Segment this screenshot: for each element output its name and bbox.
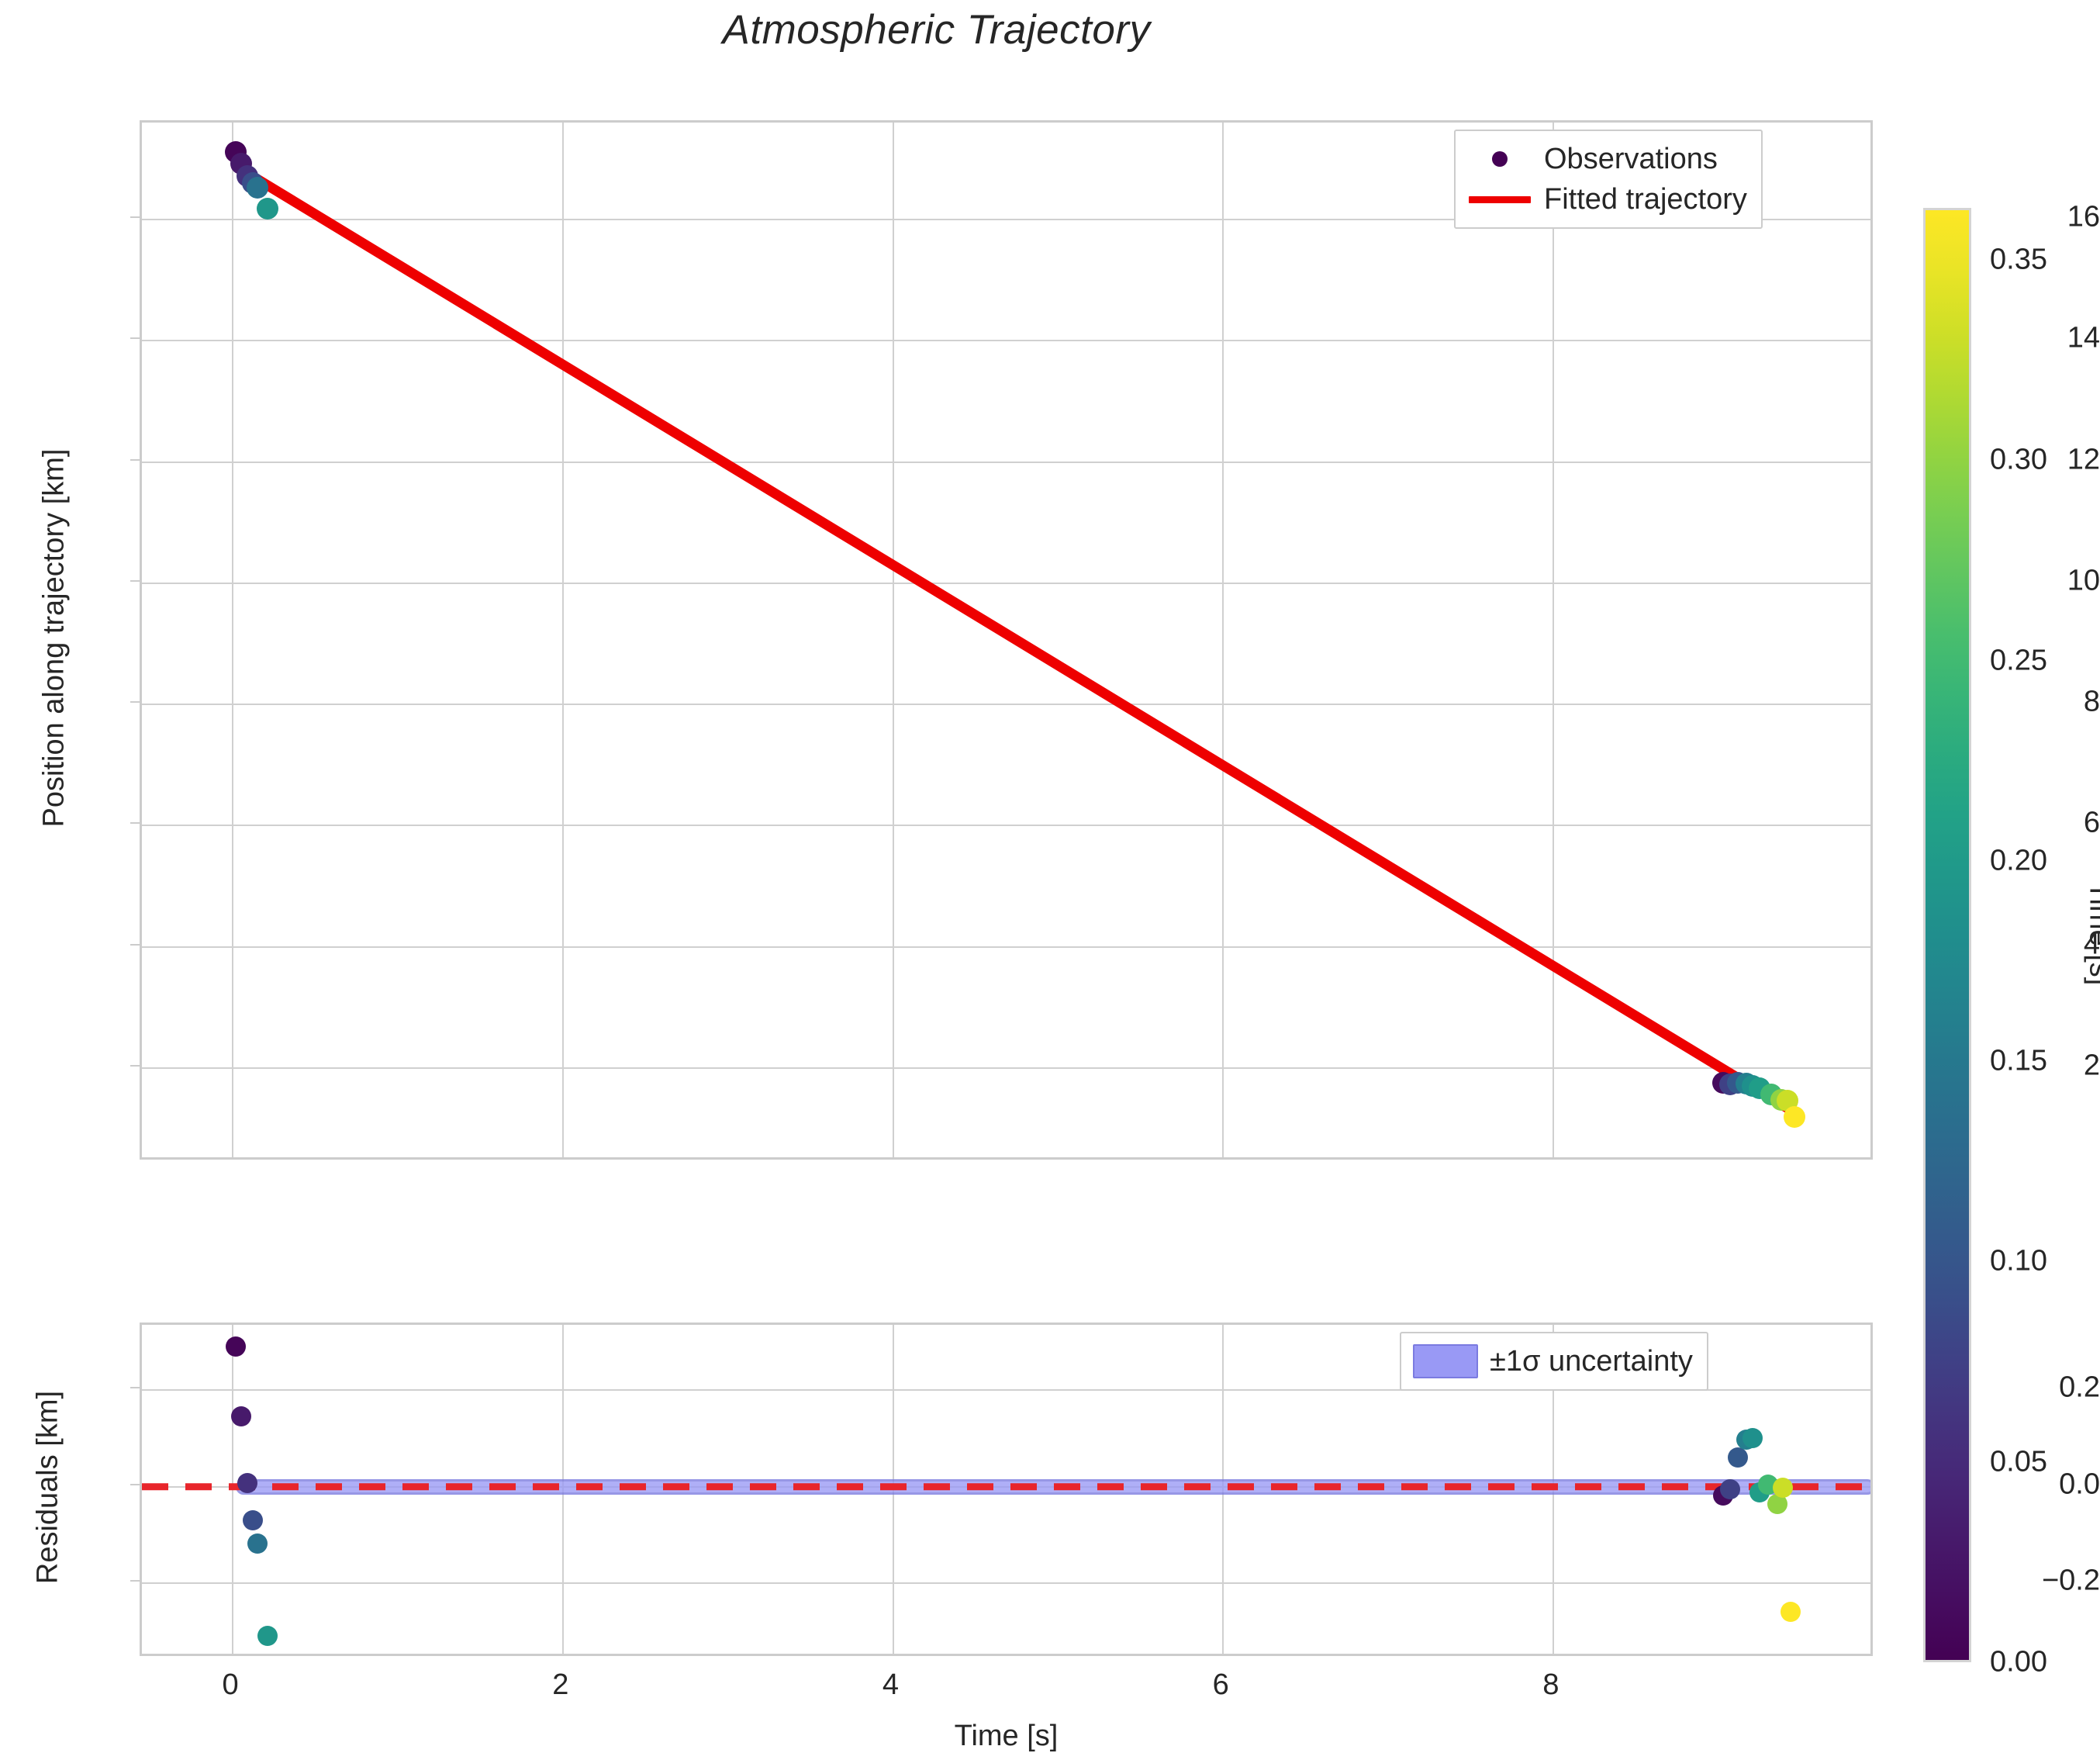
y-tick-mark	[130, 943, 140, 946]
y-tick-label: 10	[2067, 564, 2100, 597]
data-point	[247, 1533, 268, 1554]
y-tick-mark	[130, 822, 140, 825]
data-point	[257, 1625, 278, 1646]
gridline-horizontal	[142, 1389, 1870, 1392]
gridline-vertical	[1222, 123, 1224, 1157]
y-tick-label: 16	[2067, 200, 2100, 233]
gridline-horizontal	[142, 219, 1870, 220]
gridline-horizontal	[142, 582, 1870, 584]
x-tick-label: 0	[222, 1668, 239, 1701]
residuals-y-axis-title: Residuals [km]	[31, 1390, 64, 1585]
x-axis-title: Time [s]	[954, 1720, 1059, 1752]
data-point	[1772, 1478, 1793, 1498]
zero-line-svg	[142, 1483, 1870, 1491]
colorbar-container: 0.00 0.05 0.10 0.15 0.20 0.25 0.30 0.35	[1923, 208, 2047, 1679]
colorbar-tick-label: 0.15	[1990, 1044, 2047, 1077]
y-tick-mark	[130, 337, 140, 340]
colorbar-tick-label: 0.20	[1990, 844, 2047, 877]
y-tick-label: 0.0	[2059, 1468, 2100, 1501]
y-tick-mark	[130, 216, 140, 218]
colorbar-tick-label: 0.10	[1990, 1244, 2047, 1278]
gridline-vertical	[892, 123, 894, 1157]
gridline-vertical	[232, 123, 234, 1157]
y-tick-label: 6	[2083, 806, 2100, 839]
colorbar-gradient	[1923, 208, 1971, 1662]
gridline-horizontal	[142, 946, 1870, 948]
fitted-trajectory-svg	[230, 161, 1800, 1118]
x-tick-label: 6	[1212, 1668, 1229, 1701]
y-tick-label: 14	[2067, 321, 2100, 354]
y-tick-label: −0.2	[2041, 1564, 2100, 1597]
gridline-horizontal	[142, 340, 1870, 342]
colorbar-tick-label: 0.00	[1990, 1645, 2047, 1679]
x-tick-label: 2	[552, 1668, 569, 1701]
y-tick-mark	[130, 1064, 140, 1067]
gridline-horizontal	[142, 704, 1870, 706]
x-tick-label: 4	[882, 1668, 900, 1701]
legend-item-fitted-trajectory: Fitted trajectory	[1466, 179, 1747, 220]
gridline-vertical	[1552, 123, 1554, 1157]
y-tick-mark	[130, 701, 140, 704]
x-tick-label: 8	[1542, 1668, 1559, 1701]
legend-label-fitted-trajectory: Fitted trajectory	[1544, 182, 1747, 216]
colorbar-tick-label: 0.35	[1990, 243, 2047, 276]
colorbar-tick-label: 0.25	[1990, 644, 2047, 677]
main-legend: Observations Fitted trajectory	[1454, 130, 1763, 229]
legend-item-uncertainty: ±1σ uncertainty	[1412, 1341, 1693, 1381]
data-point	[1719, 1478, 1740, 1499]
y-tick-mark	[130, 1387, 140, 1389]
y-tick-label: 8	[2083, 685, 2100, 718]
y-tick-label: 0.2	[2059, 1371, 2100, 1404]
y-tick-mark	[130, 1580, 140, 1582]
gridline-horizontal	[142, 1582, 1870, 1585]
legend-label-uncertainty: ±1σ uncertainty	[1490, 1344, 1693, 1378]
gridline-horizontal	[142, 825, 1870, 827]
colorbar-title: Time [s]	[2083, 881, 2100, 985]
figure-title: Atmospheric Trajectory	[722, 7, 1151, 53]
data-point	[1781, 1601, 1801, 1622]
legend-item-observations: Observations	[1466, 139, 1747, 179]
main-plot-axes	[140, 120, 1873, 1160]
colorbar-tick-label: 0.05	[1990, 1445, 2047, 1478]
data-point	[1743, 1428, 1763, 1449]
data-point	[1728, 1447, 1749, 1468]
observations-dot-icon	[1466, 151, 1533, 167]
gridline-horizontal	[142, 461, 1870, 463]
data-point	[256, 197, 278, 220]
data-point	[247, 177, 268, 199]
gridline-horizontal	[142, 1067, 1870, 1069]
gridline-vertical	[561, 123, 564, 1157]
uncertainty-patch-icon	[1412, 1344, 1479, 1378]
data-point	[237, 1472, 258, 1493]
data-point	[230, 1406, 251, 1427]
y-tick-mark	[130, 1483, 140, 1485]
fitted-line-icon	[1466, 195, 1533, 203]
y-tick-mark	[130, 458, 140, 461]
residuals-legend: ±1σ uncertainty	[1400, 1332, 1708, 1391]
data-point	[1783, 1106, 1805, 1129]
y-tick-label: 12	[2067, 443, 2100, 476]
colorbar-tick-label: 0.30	[1990, 443, 2047, 476]
data-point	[242, 1510, 263, 1531]
y-tick-label: 4	[2083, 928, 2100, 961]
y-tick-mark	[130, 579, 140, 582]
main-y-axis-title: Position along trajectory [km]	[37, 448, 71, 828]
legend-label-observations: Observations	[1544, 142, 1718, 175]
y-tick-label: 2	[2083, 1049, 2100, 1082]
data-point	[226, 1336, 247, 1357]
